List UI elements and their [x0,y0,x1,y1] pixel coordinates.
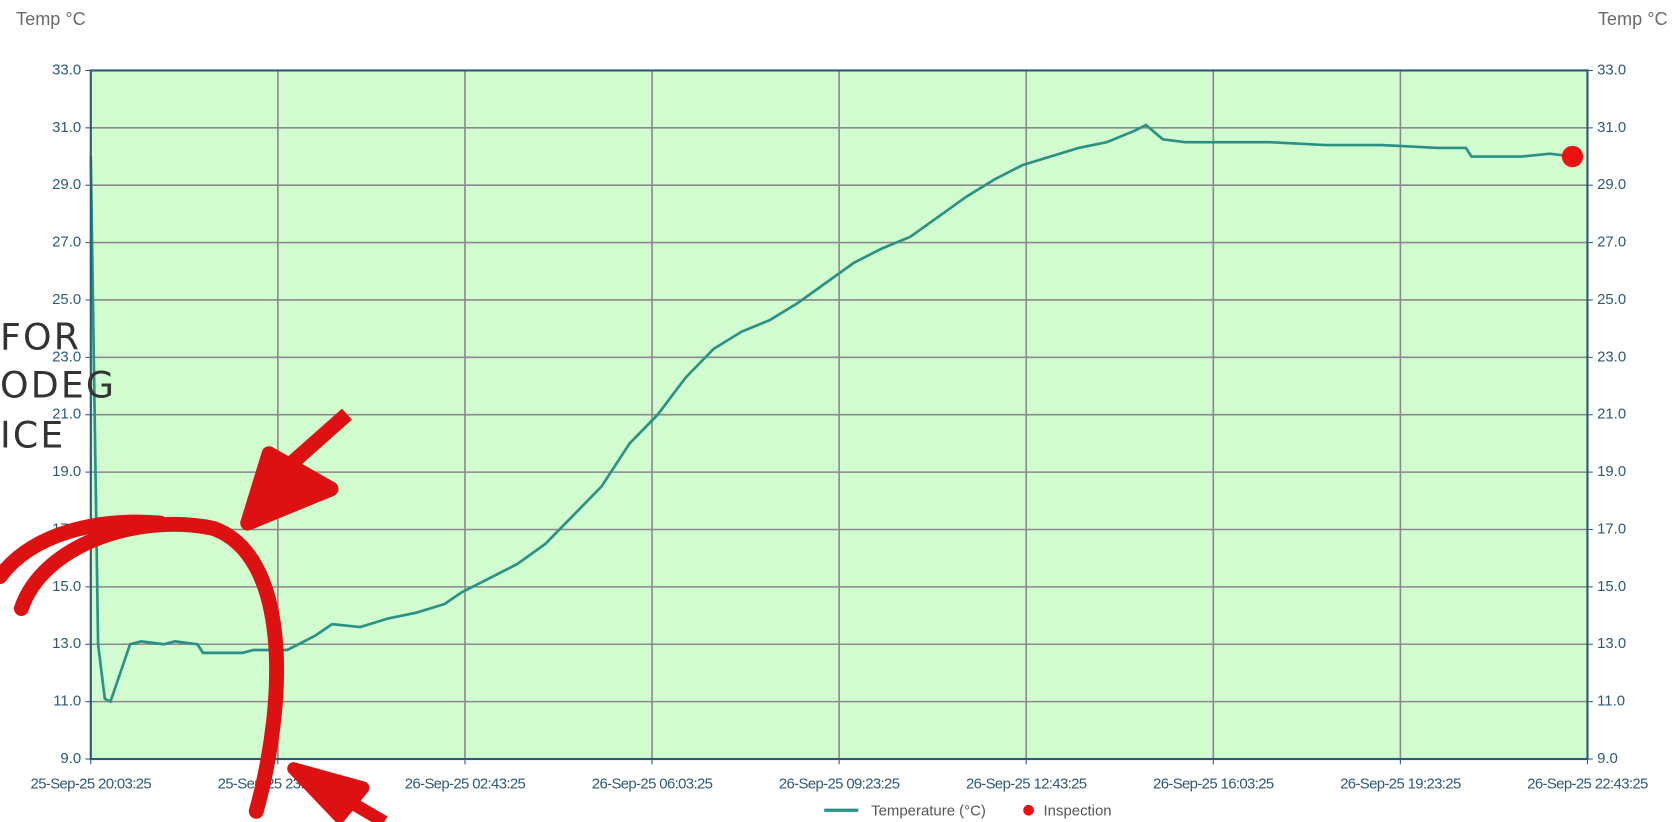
y2-tick-label: 31.0 [1597,119,1626,136]
x-tick-label: 25-Sep-25 20:03:25 [31,776,152,793]
x-tick-label: 26-Sep-25 22:43:25 [1527,776,1648,793]
red-arrow [294,769,385,822]
x-tick-label: 26-Sep-25 12:43:25 [966,776,1087,793]
y2-tick-label: 27.0 [1597,234,1626,251]
y-tick-label: 33.0 [52,61,81,78]
overlay-text: FOR [0,315,81,358]
y2-axis-title: Temp °C [1598,9,1668,29]
y2-tick-label: 29.0 [1597,176,1626,193]
legend: Temperature (°C) Inspection [824,802,1111,819]
y-axis-title: Temp °C [16,9,86,29]
y2-tick-label: 15.0 [1597,578,1626,595]
y2-tick-label: 25.0 [1597,291,1626,308]
x-tick-label: 26-Sep-25 19:23:25 [1340,776,1461,793]
y2-tick-label: 9.0 [1597,750,1618,767]
x-tick-label: 26-Sep-25 06:03:25 [592,776,713,793]
y-tick-label: 31.0 [52,119,81,136]
y2-tick-label: 19.0 [1597,463,1626,480]
y-tick-label: 25.0 [52,291,81,308]
chart: Temp °C Temp °C 9.0 9.0 11.0 11.0 13.0 13.0 15… [0,0,1674,822]
inspection-point [1562,146,1583,167]
y-tick-label: 19.0 [52,463,81,480]
overlay-text: ICE [0,414,65,457]
y-tick-label: 15.0 [52,578,81,595]
x-tick-label: 26-Sep-25 09:23:25 [779,776,900,793]
legend-label: Temperature (°C) [871,802,986,819]
y-tick-label: 29.0 [52,176,81,193]
overlay-text: ODEG [0,364,116,407]
legend-marker [1023,805,1034,816]
legend-label: Inspection [1044,802,1112,819]
y-tick-label: 27.0 [52,234,81,251]
y2-tick-label: 13.0 [1597,635,1626,652]
y-tick-label: 11.0 [53,693,81,710]
y2-tick-label: 21.0 [1597,406,1626,423]
y-tick-label: 9.0 [60,750,81,767]
y2-tick-label: 11.0 [1597,693,1625,710]
x-tick-label: 26-Sep-25 16:03:25 [1153,776,1274,793]
y2-tick-label: 33.0 [1597,61,1626,78]
x-tick-label: 26-Sep-25 02:43:25 [405,776,526,793]
y-tick-label: 13.0 [52,635,81,652]
y2-tick-label: 23.0 [1597,348,1626,365]
y2-tick-label: 17.0 [1597,520,1626,537]
